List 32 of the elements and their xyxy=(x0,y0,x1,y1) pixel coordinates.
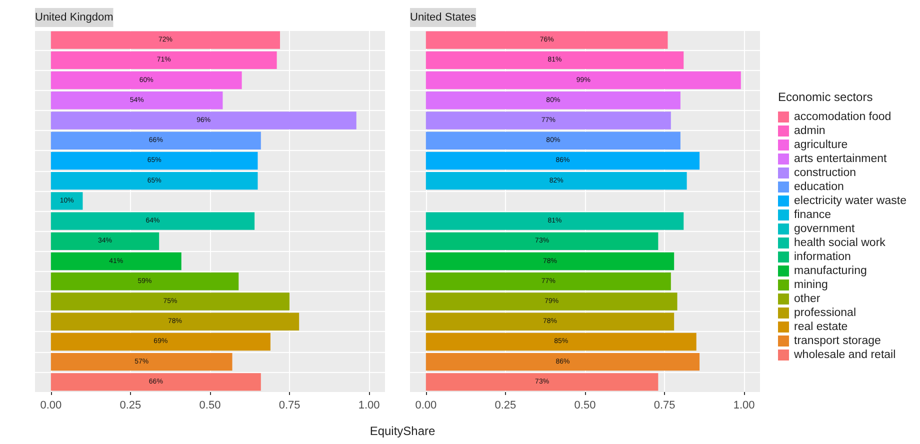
x-tick-label: 0.75 xyxy=(278,400,300,412)
legend-label: wholesale and retail xyxy=(793,349,896,361)
legend-label: manufacturing xyxy=(794,265,867,277)
legend-label: professional xyxy=(794,307,856,319)
x-tick-label: 0.50 xyxy=(574,400,596,412)
legend-label: arts entertainment xyxy=(794,153,888,165)
legend-label: construction xyxy=(794,167,856,179)
legend-label: government xyxy=(794,223,856,235)
legend-label: electricity water waste xyxy=(794,195,906,207)
x-tick-label: 0.25 xyxy=(120,400,142,412)
x-tick-label: 0.25 xyxy=(494,400,516,412)
x-tick-label: 1.00 xyxy=(733,400,755,412)
legend-label: real estate xyxy=(794,321,848,333)
x-axis-title: EquityShare xyxy=(370,424,436,438)
legend-label: information xyxy=(794,251,851,263)
x-tick-label: 0.75 xyxy=(654,400,676,412)
x-tick-label: 1.00 xyxy=(358,400,380,412)
x-tick-label: 0.00 xyxy=(40,400,62,412)
legend-label: accomodation food xyxy=(794,111,892,123)
legend-label: agriculture xyxy=(794,139,848,151)
x-tick-label: 0.50 xyxy=(199,400,221,412)
chart-title: United Kingdom xyxy=(35,12,114,24)
legend-label: transport storage xyxy=(794,335,881,347)
legend-label: finance xyxy=(794,209,832,221)
legend-label: health social work xyxy=(794,237,886,249)
legend-label: mining xyxy=(794,279,828,291)
legend-label: admin xyxy=(794,125,826,137)
legend-title: Economic sectors xyxy=(778,90,873,104)
chart-title: United States xyxy=(410,12,477,24)
x-tick-label: 0.00 xyxy=(415,400,437,412)
legend-label: education xyxy=(794,181,844,193)
legend-label: other xyxy=(794,293,820,305)
